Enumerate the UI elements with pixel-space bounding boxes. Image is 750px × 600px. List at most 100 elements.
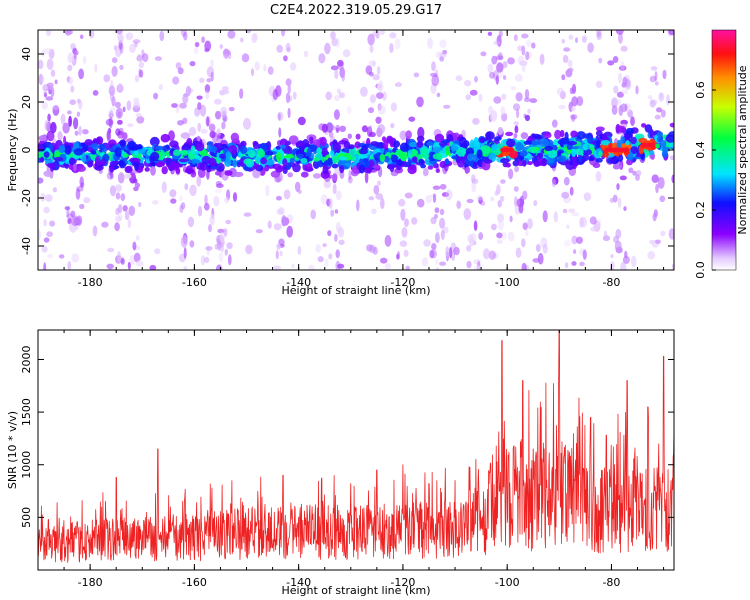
spectrogram-speckle xyxy=(135,235,140,241)
spectrogram-cell xyxy=(96,136,104,145)
spectrogram-cell xyxy=(483,159,493,164)
spectrogram-speckle xyxy=(42,84,50,92)
spectrogram-speckle xyxy=(607,60,615,66)
spectrogram-cell xyxy=(379,153,385,162)
x-tick-label: -180 xyxy=(78,276,103,289)
x-tick-label: -140 xyxy=(286,576,311,589)
spectrogram-y-axis-label: Frequency (Hz) xyxy=(6,109,19,192)
spectrogram-speckle xyxy=(227,30,236,39)
spectrogram-cell xyxy=(571,148,577,158)
spectrogram-cell xyxy=(43,151,50,158)
spectrogram-cell xyxy=(439,160,447,169)
spectrogram-speckle xyxy=(371,60,376,68)
spectrogram-speckle xyxy=(325,91,333,101)
spectrogram-speckle xyxy=(222,136,226,141)
spectrogram-speckle xyxy=(376,92,384,99)
spectrogram-speckle xyxy=(79,176,84,188)
spectrogram-speckle xyxy=(116,83,124,93)
spectrogram-speckle xyxy=(332,183,337,195)
spectrogram-speckle xyxy=(275,85,282,97)
snr-marks xyxy=(38,330,674,563)
spectrogram-speckle xyxy=(41,49,46,57)
spectrogram-speckle xyxy=(92,90,99,96)
spectrogram-speckle xyxy=(281,30,286,37)
spectrogram-speckle xyxy=(620,261,627,270)
spectrogram-speckle xyxy=(510,86,516,91)
spectrogram-cell xyxy=(109,166,115,173)
spectrogram-cell xyxy=(313,173,321,179)
spectrogram-speckle xyxy=(520,132,529,140)
spectrogram-speckle xyxy=(52,105,60,116)
spectrogram-speckle xyxy=(622,255,630,264)
spectrogram-speckle xyxy=(228,254,232,266)
spectrogram-speckle xyxy=(360,86,368,97)
spectrogram-cell xyxy=(304,162,313,172)
spectrogram-speckle xyxy=(286,225,294,238)
spectrogram-speckle xyxy=(431,243,437,250)
spectrogram-speckle xyxy=(368,71,374,77)
spectrogram-speckle xyxy=(524,89,530,100)
spectrogram-cell xyxy=(568,161,574,166)
spectrogram-speckle xyxy=(496,239,503,245)
spectrogram-cell xyxy=(252,141,259,150)
spectrogram-speckle xyxy=(67,218,72,225)
spectrogram-speckle xyxy=(512,103,521,111)
spectrogram-cell xyxy=(554,129,562,140)
spectrogram-speckle xyxy=(184,183,189,191)
spectrogram-speckle xyxy=(204,202,210,211)
spectrogram-speckle xyxy=(366,244,373,252)
spectrogram-speckle xyxy=(177,67,184,75)
spectrogram-speckle xyxy=(108,110,114,119)
spectrogram-speckle xyxy=(571,261,577,266)
x-tick-label: -100 xyxy=(495,276,520,289)
spectrogram-speckle xyxy=(513,34,518,42)
spectrogram-cell xyxy=(630,146,639,155)
spectrogram-cell xyxy=(240,145,248,155)
spectrogram-speckle xyxy=(294,181,301,192)
spectrogram-speckle xyxy=(440,229,445,240)
spectrogram-speckle xyxy=(513,196,518,207)
spectrogram-speckle xyxy=(427,37,433,49)
spectrogram-panel: -180 -160 -140 -120 -100 -80 -40 -20 0 20 40 Heigh… xyxy=(6,29,675,297)
spectrogram-cell xyxy=(289,157,295,164)
snr-panel: -180 -160 -140 -120 -100 -80 500 1000 1500 2000 H… xyxy=(6,329,675,597)
x-tick-label: -80 xyxy=(602,576,620,589)
spectrogram-speckle xyxy=(623,206,627,212)
spectrogram-speckle xyxy=(430,216,437,225)
spectrogram-speckle xyxy=(108,112,115,118)
spectrogram-speckle xyxy=(439,217,446,229)
spectrogram-cell xyxy=(570,130,578,138)
x-tick-label: -180 xyxy=(78,576,103,589)
spectrogram-cell xyxy=(649,128,654,139)
spectrogram-speckle xyxy=(141,49,145,58)
spectrogram-cell xyxy=(182,150,188,156)
spectrogram-cell xyxy=(295,141,305,147)
spectrogram-speckle xyxy=(372,30,377,37)
spectrogram-speckle xyxy=(417,126,425,139)
spectrogram-speckle xyxy=(204,256,210,263)
spectrogram-cell xyxy=(407,165,417,175)
spectrogram-speckle xyxy=(337,263,345,269)
spectrogram-speckle xyxy=(658,92,665,102)
spectrogram-speckle xyxy=(310,209,317,220)
spectrogram-speckle xyxy=(559,90,566,100)
y-tick-label: 500 xyxy=(20,507,33,528)
spectrogram-speckle xyxy=(523,97,531,103)
spectrogram-speckle xyxy=(64,206,71,211)
spectrogram-cell xyxy=(84,139,93,146)
spectrogram-speckle xyxy=(208,123,216,132)
spectrogram-cell xyxy=(602,151,609,158)
x-tick-label: -160 xyxy=(182,276,207,289)
spectrogram-cell xyxy=(523,140,532,145)
spectrogram-cell xyxy=(358,163,365,174)
spectrogram-cell xyxy=(240,140,247,148)
spectrogram-cell xyxy=(661,146,671,152)
spectrogram-cell xyxy=(172,149,182,156)
spectrogram-speckle xyxy=(117,172,125,184)
spectrogram-speckle xyxy=(567,67,574,73)
spectrogram-speckle xyxy=(466,260,472,269)
spectrogram-speckle xyxy=(205,90,210,100)
spectrogram-speckle xyxy=(183,266,188,270)
spectrogram-speckle xyxy=(122,106,126,113)
spectrogram-speckle xyxy=(539,53,545,65)
